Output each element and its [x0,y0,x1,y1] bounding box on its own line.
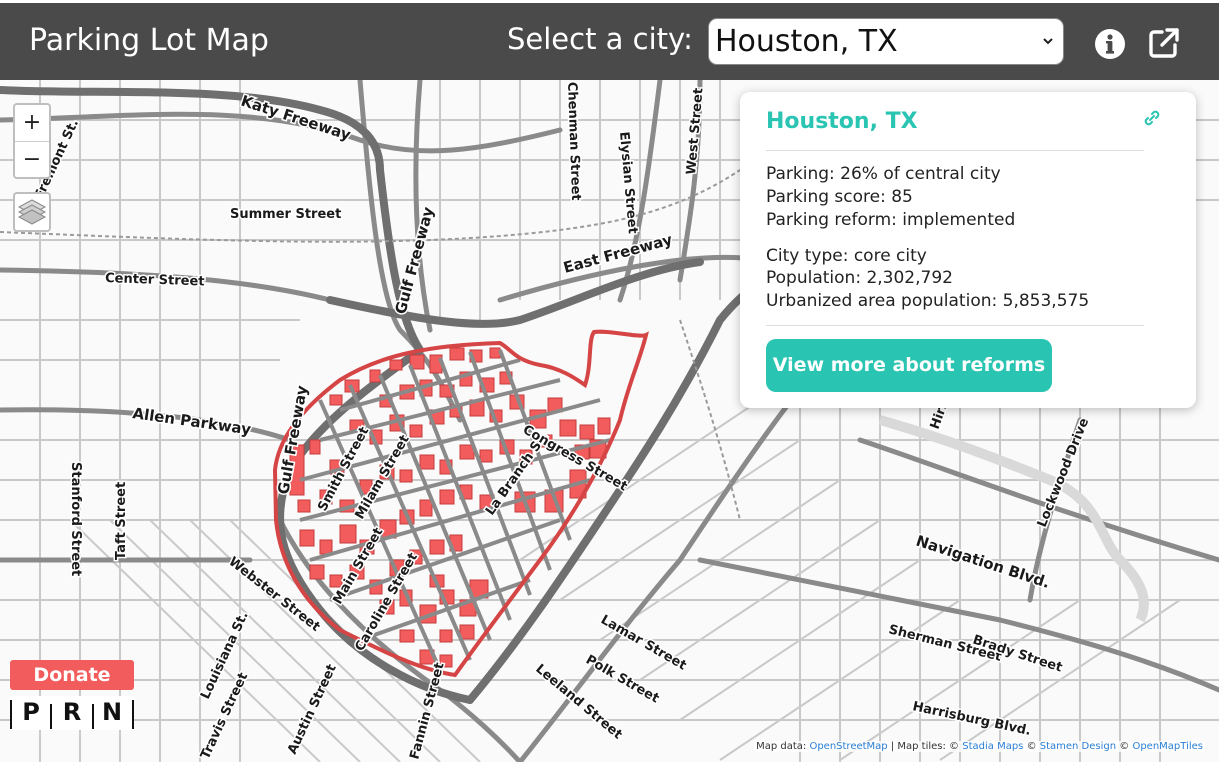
city-select[interactable]: Houston, TX [708,18,1064,65]
popup-parking: Parking: 26% of central city [766,164,1001,184]
link-icon[interactable] [1141,107,1163,129]
popup-parking-reform: Parking reform: implemented [766,210,1016,230]
railroad [0,169,741,521]
city-select-label: Select a city: [507,22,693,56]
central-city-boundary [272,329,649,678]
app-title: Parking Lot Map [29,23,269,58]
attribution-tiles: | Map tiles: © [887,741,963,752]
popup-urbanized-population: Urbanized area population: 5,853,575 [766,291,1090,311]
layers-button[interactable] [13,192,51,232]
major-roads [0,80,1219,762]
popup-divider-bottom [766,325,1144,326]
donate-button[interactable]: Donate [10,660,134,690]
zoom-in-button[interactable]: + [15,105,49,142]
osm-link[interactable]: OpenStreetMap [809,741,888,752]
city-info-popup: Houston, TX Parking: 26% of central city… [740,92,1196,408]
zoom-control: + − [13,103,51,179]
road-label-stanford-street: Stanford Street [68,462,83,576]
prn-logo-frame [10,700,134,729]
prn-letter-r: R [62,698,82,726]
city-select-value: Houston, TX [715,24,898,59]
prn-logo[interactable]: P R N [10,696,134,730]
attribution-c2: © [1116,741,1133,752]
zoom-out-button[interactable]: − [22,147,42,172]
bayou [878,415,1149,623]
downtown-streets [299,349,611,671]
top-bar: Parking Lot Map Select a city: Houston, … [0,0,1219,80]
minor-streets [0,80,1219,762]
road-label-taft-street: Taft Street [114,482,129,560]
info-icon[interactable] [1094,28,1126,60]
attribution-c1: © [1023,741,1040,752]
map-attribution: Map data: OpenStreetMap | Map tiles: © S… [754,741,1205,752]
stadia-link[interactable]: Stadia Maps [962,741,1024,752]
popup-city-type: City type: core city [766,246,927,266]
chevron-down-icon [1043,38,1053,45]
popup-title: Houston, TX [766,109,918,134]
prn-letter-n: N [101,698,123,726]
stamen-link[interactable]: Stamen Design [1039,741,1117,752]
view-reforms-button[interactable]: View more about reforms [766,339,1052,392]
popup-divider-top [766,150,1144,151]
road-label-center-street: Center Street [105,271,205,289]
popup-population: Population: 2,302,792 [766,268,953,288]
attribution-prefix: Map data: [756,741,810,752]
openmaptiles-link[interactable]: OpenMapTiles [1132,741,1203,752]
road-label-summer-street: Summer Street [230,207,341,222]
layers-icon [17,199,47,225]
prn-letter-p: P [22,698,40,726]
donate-widget: Donate P R N [10,660,134,752]
road-label-chenman-street: Chenman Street [564,82,583,201]
external-link-icon[interactable] [1148,27,1180,59]
popup-parking-score: Parking score: 85 [766,187,913,207]
